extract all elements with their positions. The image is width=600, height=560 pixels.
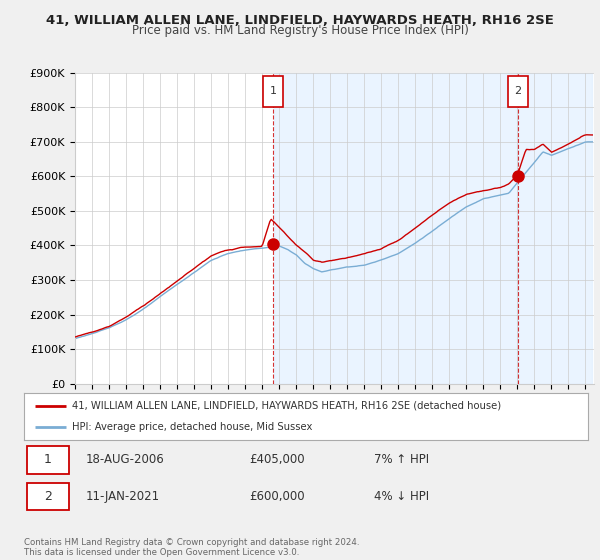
Text: 2: 2: [44, 490, 52, 503]
Text: 1: 1: [44, 454, 52, 466]
FancyBboxPatch shape: [508, 76, 529, 107]
FancyBboxPatch shape: [263, 76, 283, 107]
Text: 4% ↓ HPI: 4% ↓ HPI: [374, 490, 429, 503]
FancyBboxPatch shape: [27, 483, 69, 510]
Text: 7% ↑ HPI: 7% ↑ HPI: [374, 454, 429, 466]
Text: 18-AUG-2006: 18-AUG-2006: [86, 454, 165, 466]
Text: 41, WILLIAM ALLEN LANE, LINDFIELD, HAYWARDS HEATH, RH16 2SE: 41, WILLIAM ALLEN LANE, LINDFIELD, HAYWA…: [46, 14, 554, 27]
Text: £405,000: £405,000: [250, 454, 305, 466]
Text: 11-JAN-2021: 11-JAN-2021: [86, 490, 160, 503]
Text: HPI: Average price, detached house, Mid Sussex: HPI: Average price, detached house, Mid …: [72, 422, 313, 432]
Text: 1: 1: [269, 86, 277, 96]
FancyBboxPatch shape: [27, 446, 69, 474]
Text: Price paid vs. HM Land Registry's House Price Index (HPI): Price paid vs. HM Land Registry's House …: [131, 24, 469, 37]
Text: 2: 2: [514, 86, 521, 96]
Text: 41, WILLIAM ALLEN LANE, LINDFIELD, HAYWARDS HEATH, RH16 2SE (detached house): 41, WILLIAM ALLEN LANE, LINDFIELD, HAYWA…: [72, 400, 501, 410]
Text: £600,000: £600,000: [250, 490, 305, 503]
Text: Contains HM Land Registry data © Crown copyright and database right 2024.
This d: Contains HM Land Registry data © Crown c…: [24, 538, 359, 557]
